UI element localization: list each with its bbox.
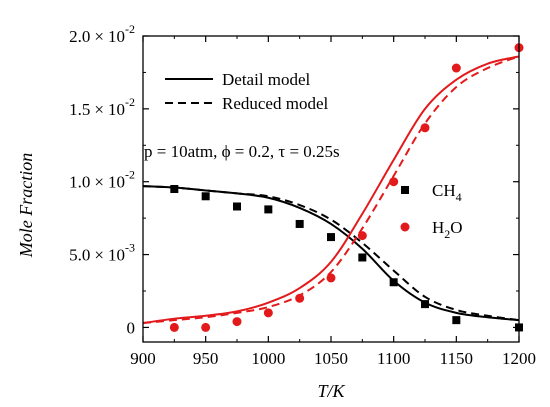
y-tick-mantissa: 2.0 — [69, 27, 90, 46]
data-point-ch4 — [327, 233, 335, 242]
y-tick-exponent: -3 — [125, 241, 135, 255]
data-point-h2o — [169, 322, 179, 332]
x-tick-label: 950 — [193, 349, 219, 368]
data-point-ch4 — [421, 300, 429, 309]
legend-species-label: CH4 — [432, 181, 462, 204]
y-tick-times: × — [94, 100, 104, 119]
x-tick-label: 1150 — [440, 349, 473, 368]
y-tick-base: 10 — [108, 246, 125, 265]
y-tick-base: 10 — [108, 100, 125, 119]
y-tick-base: 10 — [108, 27, 125, 46]
legend-label: Detail model — [222, 70, 311, 89]
y-tick-mantissa: 1.5 — [69, 100, 90, 119]
y-tick-exponent: -2 — [125, 168, 135, 182]
y-tick-label: 2.0 × 10-2 — [69, 22, 135, 46]
y-tick-mantissa: 5.0 — [69, 246, 90, 265]
species-name: H — [432, 218, 444, 237]
series-line-h2o-detail — [142, 55, 520, 325]
legend-label: Reduced model — [222, 94, 328, 113]
y-tick-times: × — [94, 246, 104, 265]
data-point-h2o — [295, 293, 305, 303]
series-line-ch4-reduced — [142, 185, 520, 322]
x-tick-label: 1000 — [251, 349, 285, 368]
y-tick-times: × — [94, 173, 104, 192]
x-tick-label: 1050 — [314, 349, 348, 368]
data-point-h2o — [326, 273, 336, 283]
data-point-ch4 — [201, 192, 210, 201]
data-point-ch4 — [452, 316, 461, 325]
conditions-annotation: p = 10atm, ϕ = 0.2, τ = 0.25s — [144, 142, 340, 161]
data-point-h2o — [389, 177, 399, 187]
species-subscript: 4 — [456, 190, 462, 204]
legend-marker-square — [401, 186, 409, 194]
y-tick-label: 5.0 × 10-3 — [69, 241, 135, 265]
x-tick-label: 1100 — [377, 349, 410, 368]
x-tick-label: 900 — [130, 349, 156, 368]
data-point-h2o — [201, 322, 211, 332]
data-point-ch4 — [295, 219, 304, 228]
x-tick-label: 1200 — [502, 349, 536, 368]
species-subscript: 2 — [444, 227, 450, 241]
y-tick-base: 10 — [108, 173, 125, 192]
y-axis-title: Mole Fraction — [16, 153, 36, 258]
series-layer — [142, 43, 524, 332]
legend-marker-circle — [400, 222, 410, 232]
data-point-h2o — [232, 317, 242, 327]
data-point-ch4 — [389, 278, 398, 287]
y-tick-exponent: -2 — [125, 22, 135, 36]
legend-species-label: H2O — [432, 218, 463, 241]
data-point-ch4 — [170, 185, 179, 193]
y-tick-label: 1.5 × 10-2 — [69, 95, 135, 119]
data-point-h2o — [420, 123, 430, 133]
data-point-ch4 — [358, 253, 367, 262]
data-point-ch4 — [233, 202, 241, 211]
species-name: CH — [432, 181, 456, 200]
y-tick-label: 0 — [127, 318, 136, 337]
series-line-ch4-detail — [142, 185, 520, 322]
y-tick-times: × — [94, 27, 104, 46]
data-point-h2o — [451, 63, 461, 73]
y-tick-label-text: 0 — [127, 318, 136, 337]
series-line-h2o-reduced — [142, 55, 520, 325]
y-tick-exponent: -2 — [125, 95, 135, 109]
y-tick-label: 1.0 × 10-2 — [69, 168, 135, 192]
y-tick-mantissa: 1.0 — [69, 173, 90, 192]
species-suffix: O — [450, 218, 462, 237]
x-axis-title: T/K — [317, 381, 345, 401]
data-point-h2o — [263, 308, 273, 318]
data-point-h2o — [357, 231, 367, 241]
data-point-ch4 — [264, 205, 273, 214]
